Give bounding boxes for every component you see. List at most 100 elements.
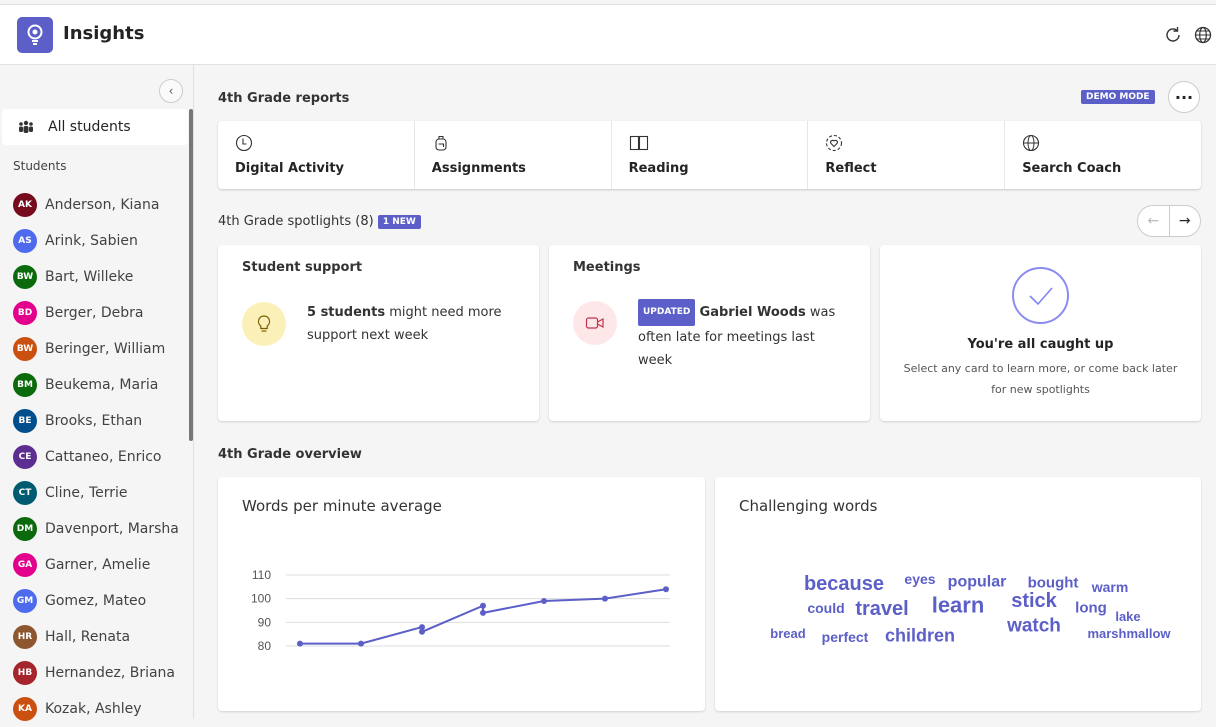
app-title: Insights	[63, 23, 145, 44]
student-item[interactable]: BE Brooks, Ethan	[13, 403, 179, 439]
people-icon	[19, 120, 33, 133]
avatar: BM	[13, 373, 37, 397]
avatar: GM	[13, 589, 37, 613]
report-tiles: Digital Activity Assignments Reading Ref…	[218, 121, 1201, 189]
wpm-line-chart: 80 90 100 110	[251, 568, 670, 653]
word-cloud-word: marshmallow	[1087, 625, 1171, 641]
tile-reflect[interactable]: Reflect	[808, 121, 1006, 189]
word-cloud-word: popular	[947, 573, 1007, 591]
student-item[interactable]: CE Cattaneo, Enrico	[13, 439, 179, 475]
previous-arrow-icon[interactable]: ←	[1138, 206, 1170, 236]
word-cloud-word: eyes	[904, 571, 936, 587]
data-point[interactable]	[480, 602, 486, 609]
word-cloud-word: lake	[1115, 608, 1141, 624]
student-item[interactable]: DM Davenport, Marsha	[13, 511, 179, 547]
avatar: CE	[13, 445, 37, 469]
student-name: Arink, Sabien	[45, 233, 138, 249]
spotlight-nav: ← →	[1137, 205, 1201, 237]
challenging-words-card[interactable]: Challenging words	[715, 477, 1201, 711]
avatar: BE	[13, 409, 37, 433]
app-header: Insights	[0, 4, 1216, 65]
student-support-card[interactable]: Student support 5 students might need mo…	[218, 245, 539, 421]
tile-digital-activity[interactable]: Digital Activity	[218, 121, 415, 189]
video-camera-icon	[573, 301, 617, 345]
word-cloud-word: bread	[770, 625, 806, 641]
avatar: BW	[13, 265, 37, 289]
wpm-card[interactable]: Words per minute average	[218, 477, 705, 711]
next-arrow-icon[interactable]: →	[1178, 213, 1191, 229]
avatar: CT	[13, 481, 37, 505]
student-item[interactable]: BW Bart, Willeke	[13, 259, 179, 295]
series-line	[300, 588, 667, 645]
data-point[interactable]	[419, 628, 425, 635]
more-options-button[interactable]: ···	[1168, 81, 1200, 113]
word-cloud-word: could	[807, 600, 845, 616]
student-item[interactable]: BM Beukema, Maria	[13, 367, 179, 403]
word-cloud-word: watch	[1007, 615, 1061, 637]
student-item[interactable]: AK Anderson, Kiana	[13, 187, 179, 223]
student-name: Cattaneo, Enrico	[45, 449, 162, 465]
student-item[interactable]: CT Cline, Terrie	[13, 475, 179, 511]
meetings-card[interactable]: Meetings UPDATED Gabriel Woods was often…	[549, 245, 870, 421]
student-name: Bart, Willeke	[45, 269, 134, 285]
tile-reading[interactable]: Reading	[612, 121, 809, 189]
avatar: AK	[13, 193, 37, 217]
reports-heading: 4th Grade reports	[218, 91, 350, 106]
tile-assignments[interactable]: Assignments	[415, 121, 612, 189]
avatar: HR	[13, 625, 37, 649]
student-item[interactable]: AS Arink, Sabien	[13, 223, 179, 259]
student-item[interactable]: HR Hall, Renata	[13, 619, 179, 655]
y-tick-label: 80	[258, 639, 272, 653]
student-item[interactable]: GM Gomez, Mateo	[13, 583, 179, 619]
student-item[interactable]: BW Beringer, William	[13, 331, 179, 367]
insights-logo-icon	[17, 17, 53, 53]
avatar: KA	[13, 697, 37, 721]
student-item[interactable]: BD Berger, Debra	[13, 295, 179, 331]
sidebar: ‹ All students Students AK Anderson, Kian…	[0, 65, 194, 721]
backpack-icon	[435, 135, 447, 151]
word-cloud-word: warm	[1091, 579, 1129, 595]
student-name: Beringer, William	[45, 341, 166, 357]
student-item[interactable]: GA Garner, Amelie	[13, 547, 179, 583]
sidebar-scrollbar[interactable]	[189, 109, 193, 441]
search-globe-icon	[1023, 134, 1040, 152]
tile-search-coach[interactable]: Search Coach	[1005, 121, 1201, 189]
student-name: Brooks, Ethan	[45, 413, 143, 429]
student-list: AK Anderson, Kiana AS Arink, Sabien BW Bart, …	[13, 187, 179, 727]
caught-up-card: You're all caught up Select any card to …	[880, 245, 1201, 421]
student-item[interactable]: HB Hernandez, Briana	[13, 655, 179, 691]
data-point[interactable]	[419, 624, 425, 631]
reflect-heart-icon	[826, 134, 843, 152]
data-point[interactable]	[602, 595, 608, 602]
word-cloud-word: bought	[1027, 574, 1079, 592]
word-cloud-word: stick	[1011, 589, 1057, 612]
student-name: Hall, Renata	[45, 629, 131, 645]
avatar: BD	[13, 301, 37, 325]
spotlights-heading: 4th Grade spotlights (8) 1 NEW	[218, 214, 421, 229]
demo-mode-badge: DEMO MODE	[1081, 90, 1155, 104]
avatar: DM	[13, 517, 37, 541]
avatar: BW	[13, 337, 37, 361]
data-point[interactable]	[480, 609, 486, 616]
clock-icon	[235, 134, 253, 152]
student-name: Hernandez, Briana	[45, 665, 176, 681]
new-badge: 1 NEW	[377, 214, 421, 229]
collapse-sidebar-button[interactable]: ‹	[159, 79, 183, 103]
data-point[interactable]	[541, 598, 547, 605]
student-name: Cline, Terrie	[45, 485, 128, 501]
student-name: Davenport, Marsha	[45, 521, 179, 537]
all-students-label: All students	[48, 119, 131, 135]
refresh-icon[interactable]	[1163, 25, 1183, 45]
lightbulb-icon	[242, 302, 286, 346]
data-point[interactable]	[663, 586, 669, 593]
word-cloud-word: children	[884, 625, 956, 646]
student-name: Anderson, Kiana	[45, 197, 160, 213]
student-item[interactable]: KA Kozak, Ashley	[13, 691, 179, 727]
globe-icon[interactable]	[1193, 25, 1213, 45]
data-point[interactable]	[297, 640, 303, 647]
sidebar-item-all-students[interactable]: All students	[2, 109, 188, 145]
word-cloud-word: learn	[931, 592, 985, 618]
word-cloud-word: long	[1075, 599, 1107, 617]
data-point[interactable]	[358, 640, 364, 647]
book-icon	[629, 135, 648, 151]
